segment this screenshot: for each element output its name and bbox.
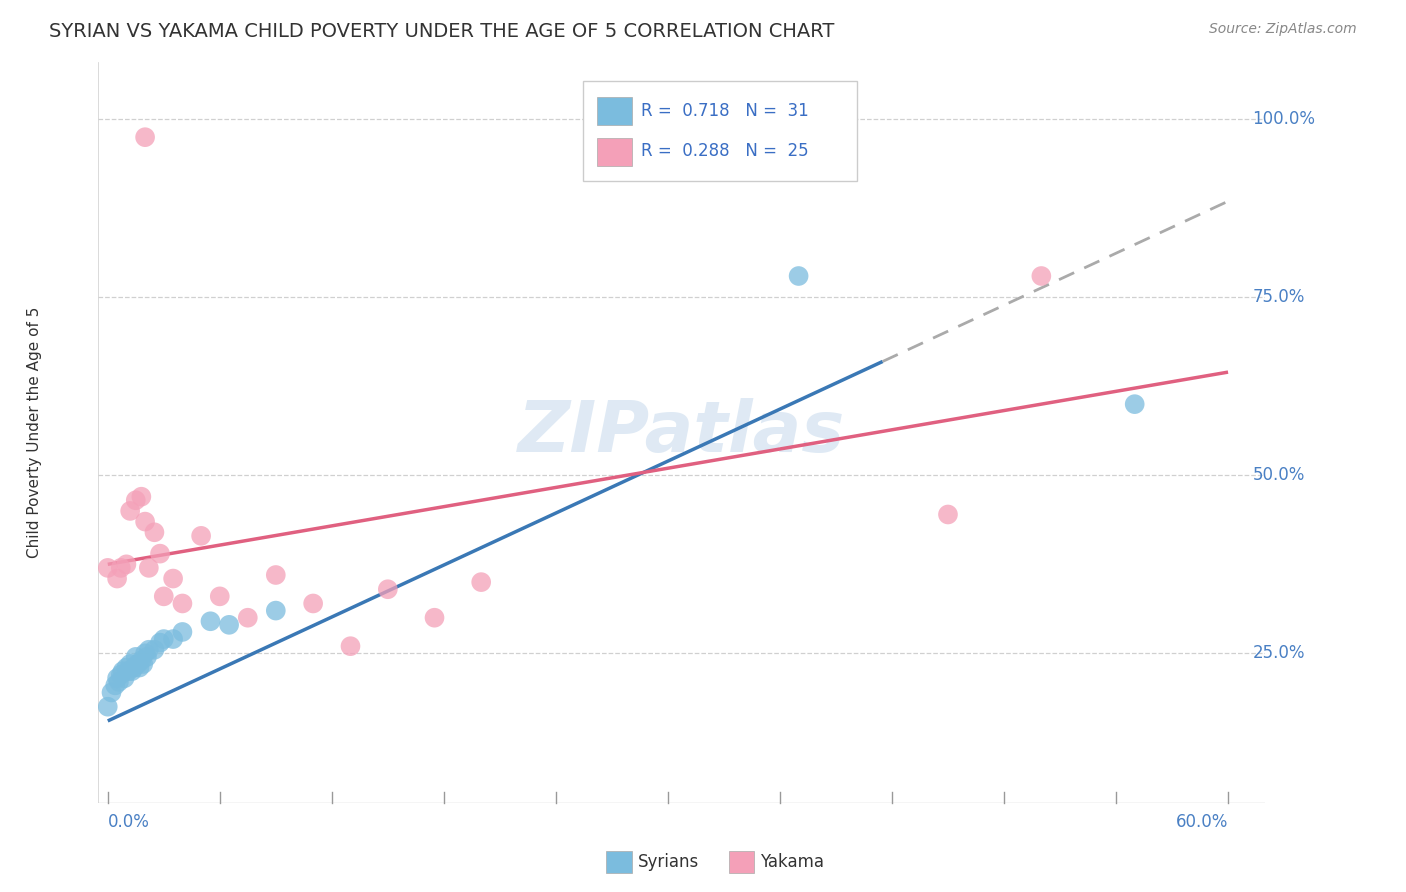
Text: SYRIAN VS YAKAMA CHILD POVERTY UNDER THE AGE OF 5 CORRELATION CHART: SYRIAN VS YAKAMA CHILD POVERTY UNDER THE…: [49, 22, 835, 41]
Point: [127, 657, 149, 671]
Point: [162, 572, 184, 586]
Point: [125, 493, 148, 508]
Bar: [596, 138, 631, 166]
Point: [105, 671, 128, 685]
Text: ZIPatlas: ZIPatlas: [519, 398, 845, 467]
Point: [110, 667, 132, 681]
Point: [97, 699, 120, 714]
Text: R =  0.718   N =  31: R = 0.718 N = 31: [641, 102, 808, 120]
Point: [190, 529, 212, 543]
Point: [787, 268, 810, 283]
Point: [208, 590, 231, 604]
Point: [302, 597, 325, 611]
Point: [136, 649, 159, 664]
Point: [218, 617, 240, 632]
Point: [143, 642, 166, 657]
Text: 25.0%: 25.0%: [1253, 644, 1305, 662]
Point: [134, 130, 156, 145]
Text: Source: ZipAtlas.com: Source: ZipAtlas.com: [1209, 22, 1357, 37]
Point: [149, 635, 172, 649]
Point: [377, 582, 399, 597]
Text: 60.0%: 60.0%: [1175, 814, 1227, 831]
Point: [264, 604, 287, 618]
Point: [115, 660, 138, 674]
Point: [120, 504, 142, 518]
Point: [115, 558, 138, 572]
Text: Syrians: Syrians: [637, 853, 699, 871]
Point: [200, 614, 222, 628]
Point: [172, 597, 194, 611]
Point: [162, 632, 184, 646]
Bar: [596, 97, 631, 126]
Point: [149, 547, 172, 561]
Point: [264, 568, 287, 582]
Point: [470, 575, 492, 590]
Point: [125, 649, 148, 664]
Point: [138, 642, 160, 657]
Point: [104, 678, 127, 692]
FancyBboxPatch shape: [582, 81, 856, 181]
Bar: [606, 851, 631, 873]
Point: [117, 664, 139, 678]
Point: [108, 674, 131, 689]
Text: R =  0.288   N =  25: R = 0.288 N = 25: [641, 143, 808, 161]
Point: [131, 653, 153, 667]
Point: [152, 590, 174, 604]
Point: [936, 508, 959, 522]
Point: [138, 561, 160, 575]
Point: [172, 624, 194, 639]
Point: [1031, 268, 1053, 283]
Point: [105, 572, 128, 586]
Point: [100, 685, 122, 699]
Point: [131, 490, 153, 504]
Point: [111, 664, 134, 678]
Point: [143, 525, 166, 540]
Text: 50.0%: 50.0%: [1253, 467, 1305, 484]
Text: 75.0%: 75.0%: [1253, 288, 1305, 306]
Point: [97, 561, 120, 575]
Point: [120, 657, 142, 671]
Point: [152, 632, 174, 646]
Point: [134, 646, 156, 660]
Text: 0.0%: 0.0%: [108, 814, 149, 831]
Point: [114, 671, 136, 685]
Point: [110, 561, 132, 575]
Point: [128, 660, 150, 674]
Text: Child Poverty Under the Age of 5: Child Poverty Under the Age of 5: [27, 307, 42, 558]
Point: [236, 611, 259, 625]
Point: [121, 664, 143, 678]
Text: Yakama: Yakama: [761, 853, 824, 871]
Point: [1123, 397, 1146, 411]
Text: 100.0%: 100.0%: [1253, 111, 1316, 128]
Point: [132, 657, 155, 671]
Point: [423, 611, 446, 625]
Point: [134, 515, 156, 529]
Bar: [728, 851, 754, 873]
Point: [339, 639, 361, 653]
Point: [122, 660, 145, 674]
